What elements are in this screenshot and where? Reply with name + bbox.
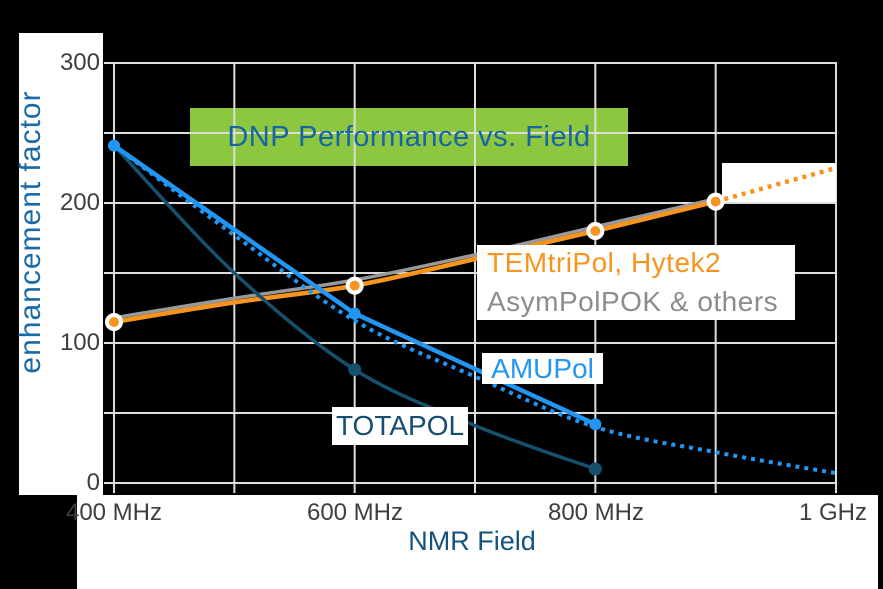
- x-tick-800mhz: 800 MHz: [547, 499, 645, 526]
- x-tick-600mhz: 600 MHz: [306, 499, 404, 526]
- y-tick-0: 0: [86, 469, 100, 496]
- series-dotted-amupol: [112, 143, 837, 476]
- data-point-temtripol-hytek2: [345, 276, 364, 295]
- title-banner: [190, 108, 628, 166]
- series-label-asympol: AsymPolPOK & others: [487, 286, 779, 317]
- data-point-amupol: [348, 307, 361, 320]
- series-dotted-temtripol-hytek2: [715, 165, 837, 204]
- series-line-temtripol-hytek2: [111, 199, 718, 325]
- series-label-box-temtripol: TEMtriPol, Hytek2 AsymPolPOK & others: [477, 245, 795, 320]
- y-tick-200: 200: [59, 189, 100, 216]
- series-label-box-totapol: TOTAPOL: [332, 407, 468, 445]
- y-tick-100: 100: [59, 329, 100, 356]
- data-point-amupol: [589, 418, 602, 431]
- plot-border: [113, 62, 837, 484]
- data-point-temtripol-hytek2: [586, 222, 605, 240]
- data-point-totapol: [588, 462, 602, 476]
- x-tick-1ghz: 1 GHz: [798, 499, 867, 526]
- series-label-totapol: TOTAPOL: [335, 410, 465, 441]
- series-line-asympolpok-others: [112, 197, 718, 320]
- x-tick-background-strip: [77, 495, 878, 589]
- data-point-amupol: [108, 139, 120, 152]
- data-point-temtripol-hytek2: [105, 313, 123, 331]
- series-label-temtripol: TEMtriPol, Hytek2: [487, 247, 722, 278]
- data-point-totapol: [348, 363, 362, 377]
- y-tick-300: 300: [59, 49, 100, 76]
- x-tick-400mhz: 400 MHz: [65, 499, 163, 526]
- series-label-box-amupol: AMUPol: [482, 353, 603, 384]
- series-label-amupol: AMUPol: [491, 352, 594, 384]
- chart-title: DNP Performance vs. Field: [227, 120, 591, 153]
- data-point-temtripol-hytek2: [706, 192, 725, 211]
- y-tick-background-strip: [19, 33, 103, 495]
- x-axis-label: NMR Field: [408, 526, 536, 556]
